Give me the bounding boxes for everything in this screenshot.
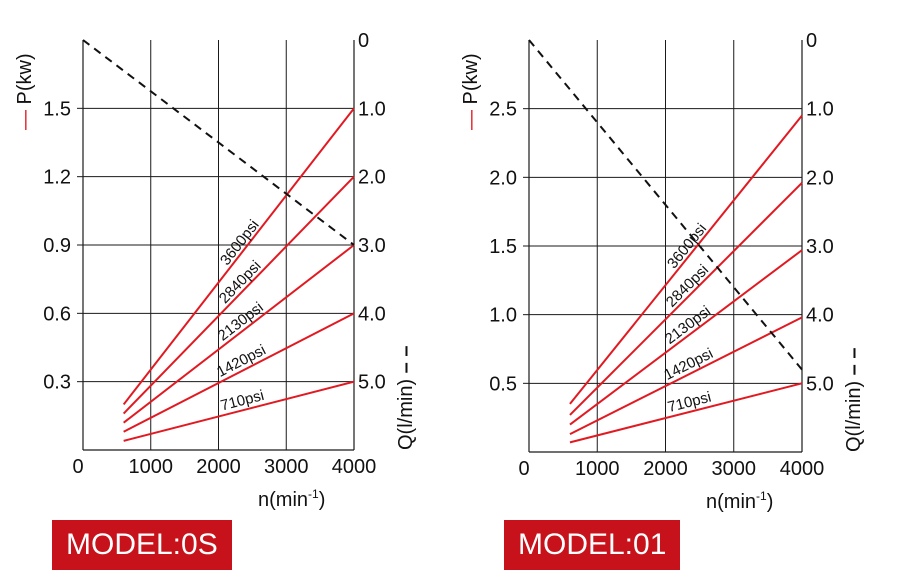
x-axis-label-sup: -1 [308,487,319,501]
left-tick-label: 0.3 [43,372,71,394]
x-tick-label: 0 [72,456,83,478]
x-tick-label: 2000 [643,458,688,480]
model-badge-0s: MODEL:0S [52,520,232,570]
model-badge-01: MODEL:01 [504,520,681,570]
right-axis-label: Q(l/min) – – [843,348,865,452]
power-curve-1420psi [569,316,803,436]
chart-panel-1: 0.5 1.0 1.5 2.0 2.5 0 1.0 2.0 3.0 4.0 5.0 0 1000 2000… [460,30,865,513]
power-curve-2840psi [569,182,803,416]
right-axis-label: Q(l/min) – – [395,346,417,450]
left-tick-label: 0.6 [43,303,71,325]
flow-line [82,39,355,246]
curve-label: 2840psi [663,261,712,310]
left-tick-label: 2.5 [489,99,517,121]
power-curve-2130psi [569,249,803,426]
right-tick-label: 0 [806,30,817,52]
x-axis-label: n(min-1) [258,487,325,511]
x-axis-label-main: n(min [706,491,756,513]
x-tick-label: 1000 [129,456,174,478]
right-tick-label: 3.0 [358,235,386,257]
power-curve-710psi [569,382,803,444]
power-curve-710psi [123,380,355,442]
left-tick-label: 1.0 [489,305,517,327]
x-axis-label-close: ) [319,489,326,511]
power-curve-3600psi [569,114,803,405]
x-axis-label: n(min-1) [706,489,773,513]
x-tick-label: 2000 [196,456,241,478]
flow-line-marker: – – [395,346,417,374]
right-tick-label: 5.0 [806,373,834,395]
x-tick-label: 1000 [575,458,620,480]
left-tick-label: 1.5 [489,236,517,258]
power-curve-2840psi [122,175,355,415]
right-tick-label: 4.0 [806,305,834,327]
power-curve-1420psi [123,312,355,433]
left-tick-label: 0.5 [489,373,517,395]
curve-label: 2130psi [215,299,267,345]
left-axis-label-text: P(kw) [14,53,36,104]
right-tick-label: 1.0 [358,98,386,120]
power-line-marker: — [460,104,482,130]
right-tick-label: 4.0 [358,303,386,325]
x-tick-label: 0 [518,458,529,480]
left-tick-label: 2.0 [489,167,517,189]
right-tick-label: 1.0 [806,99,834,121]
power-curve-2130psi [123,244,355,424]
left-axis-label: — P(kw) [460,53,482,130]
power-curve-3600psi [122,107,355,406]
x-axis-label-close: ) [767,491,774,513]
left-tick-label: 0.9 [43,235,71,257]
right-tick-label: 0 [358,30,369,52]
x-tick-label: 3000 [264,456,309,478]
chart-panel-0: 0.3 0.6 0.9 1.2 1.5 0 1.0 2.0 3.0 4.0 5.0 0 1000 2000… [14,30,417,511]
x-axis-label-sup: -1 [756,489,767,503]
curve-label: 2840psi [216,257,265,307]
x-tick-label: 4000 [780,458,825,480]
curve-label: 2130psi [662,303,714,348]
x-tick-label: 3000 [712,458,757,480]
right-axis-label-text: Q(l/min) [843,375,865,452]
left-axis-label-text: P(kw) [460,53,482,104]
left-axis-label: — P(kw) [14,53,36,130]
x-axis-label-main: n(min [258,489,308,511]
right-axis-label-text: Q(l/min) [395,373,417,450]
power-line-marker: — [14,104,36,130]
flow-line [528,39,803,371]
flow-line-marker: – – [843,348,865,376]
right-tick-label: 3.0 [806,236,834,258]
left-tick-label: 1.5 [43,98,71,120]
right-tick-label: 2.0 [358,167,386,189]
left-tick-label: 1.2 [43,167,71,189]
x-tick-label: 4000 [332,456,377,478]
right-tick-label: 2.0 [806,167,834,189]
right-tick-label: 5.0 [358,372,386,394]
